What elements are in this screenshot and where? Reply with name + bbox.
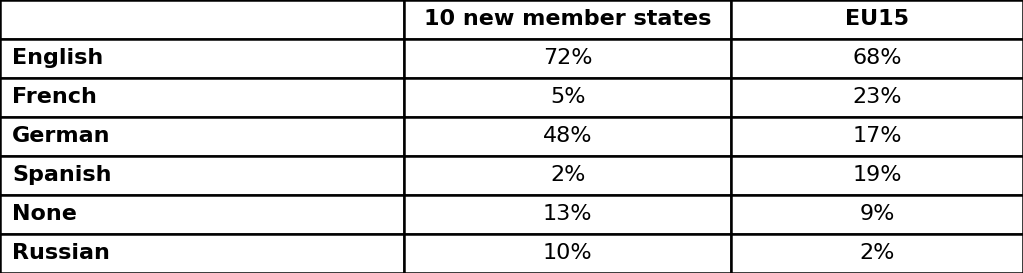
Bar xyxy=(404,78,731,117)
Bar xyxy=(0,156,404,195)
Bar xyxy=(0,234,404,273)
Bar xyxy=(731,195,1023,234)
Bar xyxy=(731,39,1023,78)
Text: 5%: 5% xyxy=(550,87,585,107)
Bar xyxy=(404,0,731,39)
Text: English: English xyxy=(12,48,103,68)
Text: 48%: 48% xyxy=(543,126,592,146)
Bar xyxy=(0,39,404,78)
Bar xyxy=(0,195,404,234)
Bar xyxy=(404,39,731,78)
Bar xyxy=(404,117,731,156)
Text: 10%: 10% xyxy=(543,244,592,263)
Text: 10 new member states: 10 new member states xyxy=(425,9,711,29)
Text: 72%: 72% xyxy=(543,48,592,68)
Text: Spanish: Spanish xyxy=(12,165,112,185)
Text: German: German xyxy=(12,126,110,146)
Text: 2%: 2% xyxy=(859,244,895,263)
Bar xyxy=(0,117,404,156)
Text: 13%: 13% xyxy=(543,204,592,224)
Bar xyxy=(0,0,404,39)
Bar xyxy=(731,0,1023,39)
Bar xyxy=(731,156,1023,195)
Bar xyxy=(404,195,731,234)
Text: 23%: 23% xyxy=(852,87,902,107)
Bar xyxy=(0,78,404,117)
Text: 19%: 19% xyxy=(852,165,902,185)
Text: French: French xyxy=(12,87,97,107)
Text: 17%: 17% xyxy=(852,126,902,146)
Bar xyxy=(731,78,1023,117)
Bar xyxy=(731,117,1023,156)
Text: 2%: 2% xyxy=(550,165,585,185)
Text: 9%: 9% xyxy=(859,204,895,224)
Bar xyxy=(404,156,731,195)
Text: Russian: Russian xyxy=(12,244,110,263)
Text: None: None xyxy=(12,204,77,224)
Bar xyxy=(731,234,1023,273)
Text: 68%: 68% xyxy=(852,48,902,68)
Text: EU15: EU15 xyxy=(845,9,909,29)
Bar xyxy=(404,234,731,273)
